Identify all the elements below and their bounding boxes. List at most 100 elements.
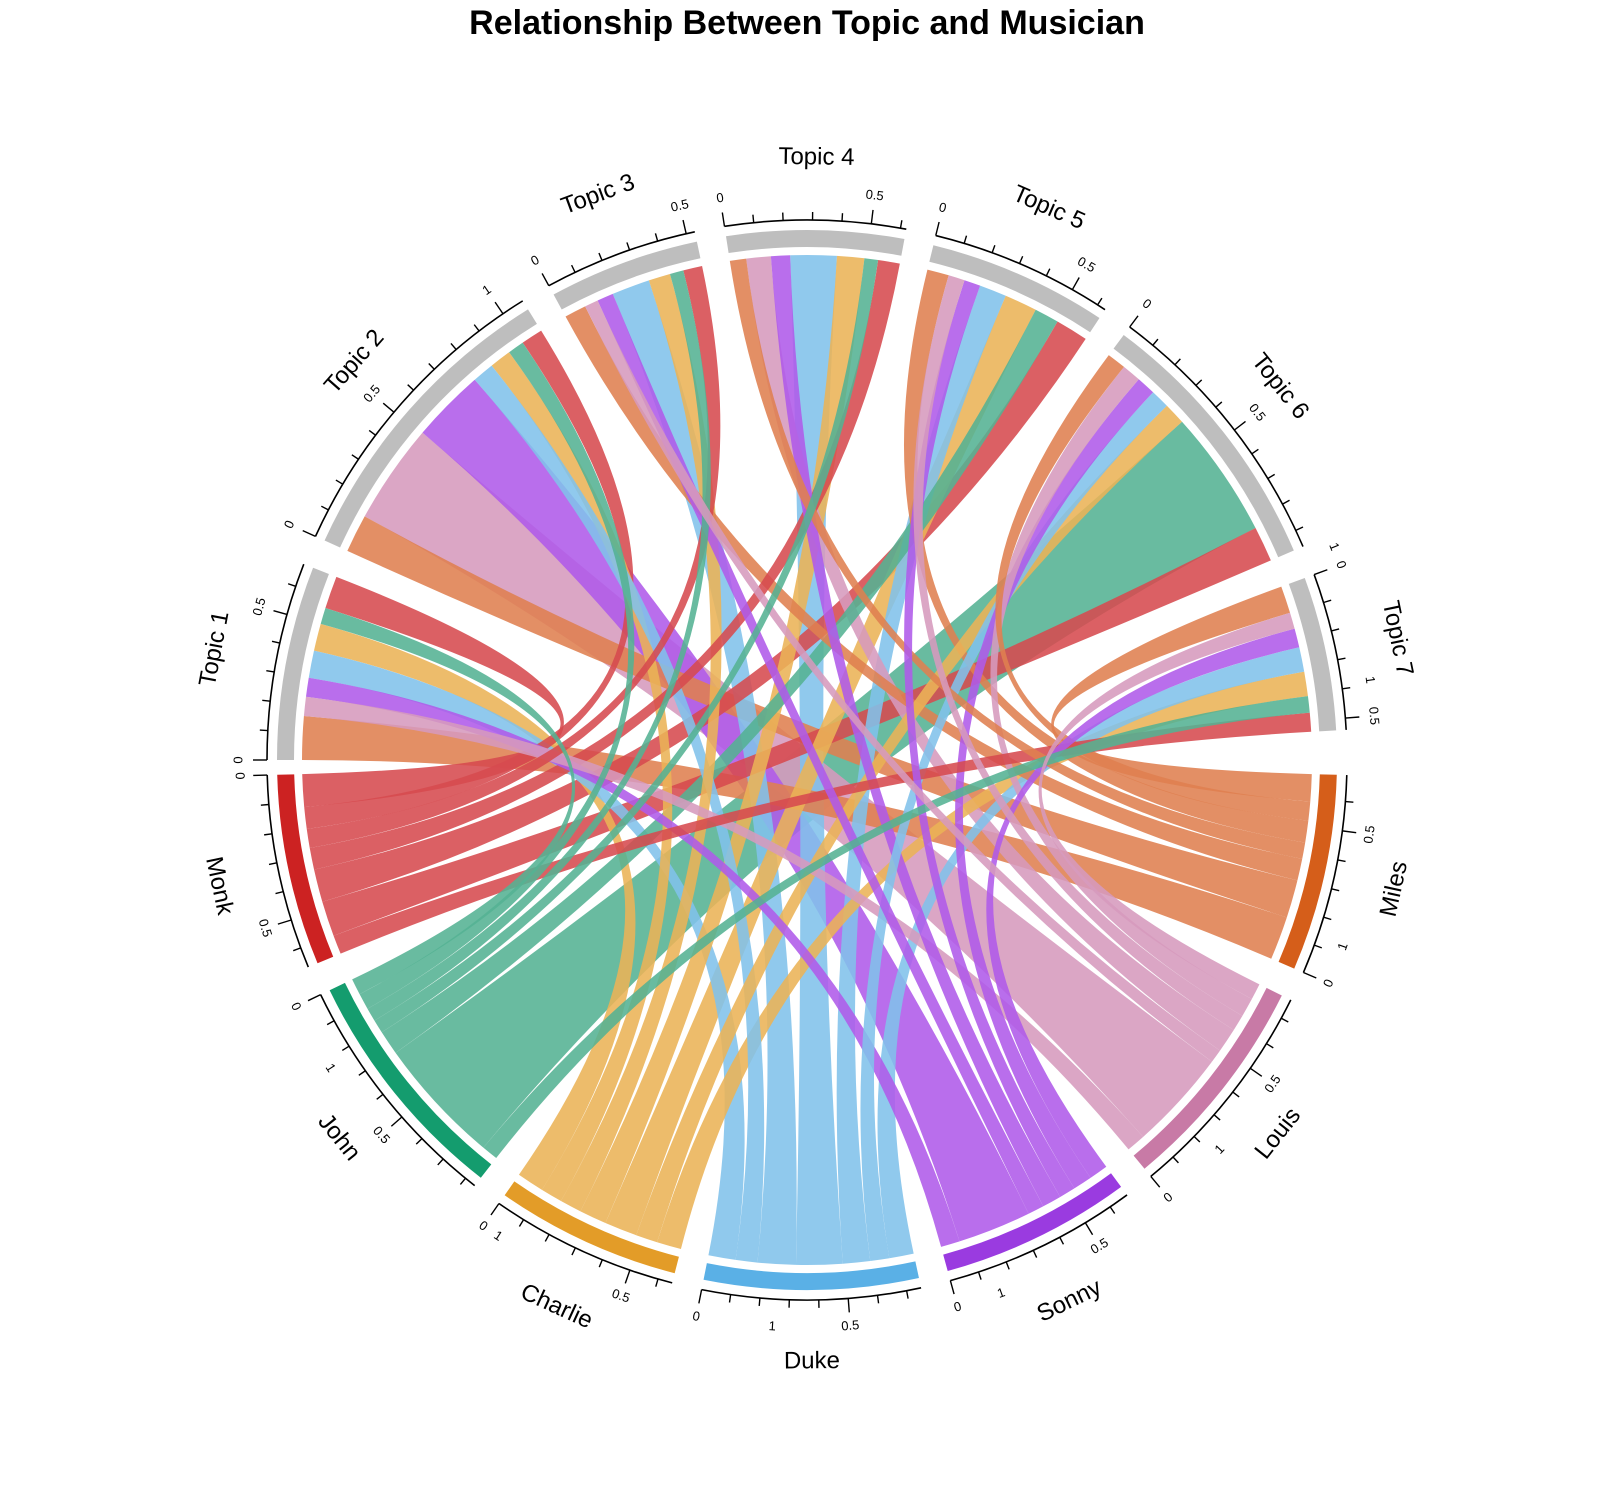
sector-label-topic-1: Topic 1 [194,609,235,689]
sector-arc-duke [703,1261,919,1290]
axis-tick-topic-7 [1345,716,1360,719]
axis-tick-topic-3 [654,233,659,242]
axis-tick-sonny [1005,1261,1010,1270]
axis-tick-topic-6 [1174,358,1181,366]
axis-tick-miles [1323,916,1332,921]
sector-arc-topic-3 [553,241,701,310]
sector-label-john: John [312,1108,366,1165]
axis-line-duke [701,1287,922,1301]
axis-tick-john [376,1093,384,1100]
axis-tick-john [390,1116,403,1127]
chord-link-topic-1-miles [302,715,1287,959]
axis-line-topic-1 [266,563,305,761]
tick-label-topic-2: 1 [479,281,493,297]
axis-tick-topic-1 [273,610,288,616]
tick-label-miles: 0.5 [1360,824,1377,844]
chord-link-topic-2-sonny [422,379,1029,1242]
axis-tick-topic-1 [287,583,296,587]
axis-tick-charlie [518,1219,525,1227]
chord-link-topic-3-monk [306,266,721,849]
axis-tick-topic-6 [1195,379,1203,386]
axis-line-sonny [950,1194,1128,1282]
axis-tick-duke [698,1289,703,1304]
axis-tick-louis [1280,1017,1289,1023]
axis-line-topic-2 [314,300,524,537]
axis-tick-charlie [624,1269,631,1284]
chord-link-topic-4-charlie [580,255,865,1224]
tick-label-charlie: 0.5 [610,1286,632,1306]
sector-arc-monk [277,774,334,964]
axis-tick-monk [268,862,278,866]
tick-label-sonny: 0.5 [1088,1235,1111,1257]
axis-tick-duke [905,1290,909,1299]
axis-tick-john [358,1070,366,1076]
axis-tick-topic-5 [1097,297,1103,306]
axis-line-topic-3 [548,230,695,287]
sector-arc-topic-5 [929,245,1100,333]
tick-label-topic-2: 0 [281,518,298,531]
tick-label-topic-2: 0.5 [360,382,383,405]
axis-tick-topic-2 [494,301,504,315]
axis-tick-topic-6 [1129,315,1139,328]
axis-tick-sonny [949,1280,955,1295]
axis-tick-sonny [1084,1222,1094,1236]
axis-tick-topic-2 [382,402,395,413]
chord-link-topic-6-louis [990,366,1252,1016]
axis-tick-topic-5 [963,235,968,244]
axis-line-monk [266,775,310,968]
axis-tick-john [326,1020,335,1026]
axis-tick-topic-6 [1295,526,1304,532]
tick-label-topic-1: 0 [230,756,245,763]
sector-label-monk: Monk [200,854,239,918]
chord-link-topic-1-monk [302,576,564,808]
axis-tick-topic-7 [1323,599,1332,604]
tick-label-duke: 0 [691,1308,701,1324]
tick-label-topic-5: 0.5 [1075,253,1098,275]
sector-label-miles: Miles [1375,859,1413,920]
axis-tick-topic-6 [1282,499,1290,505]
axis-tick-sonny [1059,1236,1065,1245]
axis-tick-john [415,1138,423,1145]
sectors-layer [277,230,1337,1290]
axis-tick-john [459,1177,467,1185]
axis-tick-charlie [490,1203,500,1216]
axis-tick-topic-2 [335,479,344,485]
axis-tick-topic-5 [1071,277,1080,291]
axis-tick-topic-3 [682,219,687,234]
axis-tick-topic-4 [870,209,874,224]
tick-label-topic-1: 0.5 [249,596,268,617]
sector-arc-topic-1 [277,567,329,760]
axis-tick-topic-7 [1342,687,1351,690]
axis-tick-topic-3 [598,252,603,261]
axis-tick-topic-7 [1313,569,1328,576]
chord-link-topic-7-monk [333,712,1312,954]
axis-tick-topic-1 [262,699,271,702]
axis-line-topic-7 [1313,574,1347,730]
sector-label-sonny: Sonny [1033,1274,1106,1328]
tick-label-sonny: 1 [1211,1141,1227,1157]
axis-tick-miles [1331,888,1340,892]
axis-tick-john [437,1158,444,1166]
axis-tick-topic-2 [473,324,480,332]
tick-label-louis: 0 [1160,1189,1175,1205]
tick-label-monk: 1 [323,1061,340,1075]
axis-tick-sonny [1109,1206,1116,1214]
chord-link-topic-4-monk [309,260,900,870]
axis-tick-topic-4 [841,213,844,222]
chart-title: Relationship Between Topic and Musician [469,4,1145,42]
axis-line-topic-5 [935,234,1106,311]
axis-tick-topic-3 [541,273,550,287]
sector-arc-miles [1278,774,1337,969]
sector-arc-sonny [943,1173,1122,1271]
axis-tick-louis [1232,1091,1240,1098]
tick-label-louis: 0.5 [1261,1072,1284,1095]
axis-tick-topic-5 [991,244,996,253]
axis-tick-duke [876,1295,880,1304]
sector-label-duke: Duke [784,1347,840,1374]
tick-label-john: 1 [491,1227,505,1244]
tick-label-topic-5: 0 [937,199,948,215]
tick-label-topic-7: 0 [1333,559,1350,571]
axis-tick-topic-2 [368,429,376,436]
axis-tick-charlie [571,1247,576,1256]
